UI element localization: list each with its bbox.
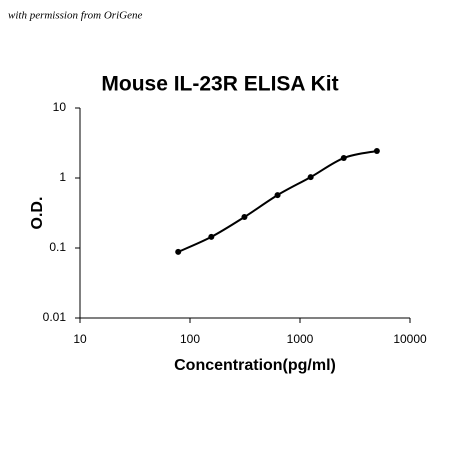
- chart-title: Mouse IL-23R ELISA Kit: [101, 73, 338, 96]
- y-axis-label: O.D.: [29, 197, 46, 230]
- x-tick-label: 100: [180, 332, 200, 346]
- data-point: [307, 174, 314, 181]
- x-axis-label: Concentration(pg/ml): [174, 357, 336, 374]
- data-point: [241, 214, 248, 221]
- y-tick-label: 0.1: [49, 240, 66, 254]
- x-tick-label: 1000: [287, 332, 314, 346]
- x-tick-label: 10000: [393, 332, 427, 346]
- watermark: with permission from OriGene: [8, 10, 142, 22]
- data-point: [175, 248, 182, 255]
- data-point: [208, 233, 215, 240]
- y-tick-label: 10: [53, 100, 67, 114]
- data-point: [274, 192, 281, 199]
- fit-line: [177, 150, 378, 253]
- data-point: [340, 155, 347, 162]
- data-point: [373, 148, 380, 155]
- y-tick-label: 0.01: [43, 310, 67, 324]
- x-tick-label: 10: [73, 332, 87, 346]
- y-tick-label: 1: [59, 170, 66, 184]
